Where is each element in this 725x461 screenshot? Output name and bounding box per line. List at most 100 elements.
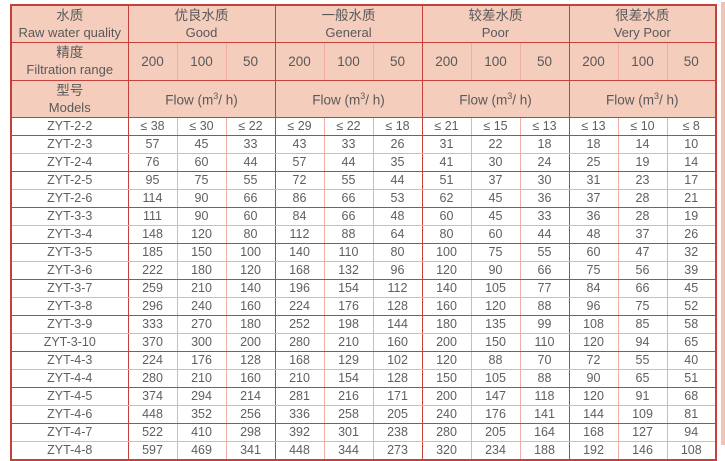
- value-cell: 43: [275, 135, 325, 154]
- group-good-cn: 优良水质: [174, 7, 229, 23]
- header-flow-poor: Flow (m3/ h): [422, 80, 570, 118]
- value-cell: 45: [177, 135, 227, 154]
- value-cell: 75: [569, 261, 619, 280]
- value-cell: 24: [520, 153, 570, 172]
- value-cell: 154: [324, 369, 374, 388]
- value-cell: 40: [667, 351, 716, 370]
- value-cell: 160: [226, 297, 276, 316]
- range-50: 50: [520, 42, 570, 81]
- group-general-cn: 一般水质: [321, 7, 376, 23]
- value-cell: 100: [422, 243, 472, 262]
- value-cell: 336: [275, 405, 325, 424]
- value-cell: 127: [618, 423, 668, 442]
- header-filtration-range: 精度 Filtration range: [11, 42, 129, 81]
- header-group-very-poor: 很差水质 Very Poor: [569, 5, 716, 43]
- value-cell: 55: [226, 171, 276, 190]
- value-cell: 10: [667, 135, 716, 154]
- value-cell: 176: [177, 351, 227, 370]
- value-cell: 140: [226, 279, 276, 298]
- range-100: 100: [324, 42, 374, 81]
- value-cell: 298: [226, 423, 276, 442]
- value-cell: 94: [618, 333, 668, 352]
- value-cell: 30: [471, 153, 521, 172]
- value-cell: 154: [324, 279, 374, 298]
- value-cell: ≤ 10: [618, 117, 668, 136]
- value-cell: 45: [471, 207, 521, 226]
- range-200: 200: [422, 42, 472, 81]
- model-cell: ZYT-4-8: [11, 441, 129, 461]
- value-cell: 205: [471, 423, 521, 442]
- value-cell: ≤ 30: [177, 117, 227, 136]
- value-cell: 140: [422, 279, 472, 298]
- value-cell: 14: [618, 135, 668, 154]
- model-cell: ZYT-3-3: [11, 207, 129, 226]
- header-row-quality: 水质 Raw water quality 优良水质 Good 一般水质 Gene…: [11, 5, 716, 43]
- value-cell: 53: [373, 189, 423, 208]
- value-cell: 160: [226, 369, 276, 388]
- value-cell: 144: [373, 315, 423, 334]
- table-row: ZYT-4-4 280 210 160 210 154 128 150 105 88 90 65 51: [11, 369, 716, 388]
- models-en: Models: [48, 99, 91, 115]
- range-50: 50: [373, 42, 423, 81]
- model-cell: ZYT-3-5: [11, 243, 129, 262]
- value-cell: 273: [373, 441, 423, 461]
- value-cell: ≤ 29: [275, 117, 325, 136]
- value-cell: 210: [324, 333, 374, 352]
- value-cell: 120: [422, 261, 472, 280]
- value-cell: 32: [667, 243, 716, 262]
- value-cell: 196: [275, 279, 325, 298]
- model-cell: ZYT-3-7: [11, 279, 129, 298]
- value-cell: 88: [520, 369, 570, 388]
- value-cell: 57: [275, 153, 325, 172]
- value-cell: 192: [569, 441, 619, 461]
- value-cell: 168: [275, 261, 325, 280]
- value-cell: 91: [618, 387, 668, 406]
- header-group-good: 优良水质 Good: [128, 5, 276, 43]
- value-cell: 105: [471, 369, 521, 388]
- value-cell: 33: [324, 135, 374, 154]
- table-row: ZYT-2-5 95 75 55 72 55 44 51 37 30 31 23 17: [11, 171, 716, 190]
- value-cell: 37: [471, 171, 521, 190]
- header-flow-very-poor: Flow (m3/ h): [569, 80, 716, 118]
- value-cell: 55: [520, 243, 570, 262]
- value-cell: 205: [373, 405, 423, 424]
- raw-water-quality-cn: 水质: [56, 7, 84, 23]
- value-cell: 94: [667, 423, 716, 442]
- table-row: ZYT-3-9 333 270 180 252 198 144 180 135 99 108 85 58: [11, 315, 716, 334]
- value-cell: 66: [324, 207, 374, 226]
- value-cell: 48: [373, 207, 423, 226]
- value-cell: 200: [422, 387, 472, 406]
- value-cell: 31: [422, 135, 472, 154]
- value-cell: 41: [422, 153, 472, 172]
- value-cell: 84: [569, 279, 619, 298]
- range-200: 200: [128, 42, 178, 81]
- value-cell: 280: [128, 369, 178, 388]
- value-cell: 96: [569, 297, 619, 316]
- value-cell: 62: [422, 189, 472, 208]
- header-row-models-flow: 型号 Models Flow (m3/ h) Flow (m3/ h) Flow…: [11, 80, 716, 118]
- value-cell: 14: [667, 153, 716, 172]
- value-cell: 85: [618, 315, 668, 334]
- value-cell: 112: [373, 279, 423, 298]
- value-cell: 66: [618, 279, 668, 298]
- value-cell: 90: [177, 207, 227, 226]
- value-cell: 36: [569, 207, 619, 226]
- value-cell: 75: [618, 297, 668, 316]
- value-cell: 17: [667, 171, 716, 190]
- value-cell: 37: [569, 189, 619, 208]
- value-cell: 352: [177, 405, 227, 424]
- value-cell: 108: [667, 441, 716, 461]
- group-poor-en: Poor: [481, 24, 510, 40]
- model-cell: ZYT-4-5: [11, 387, 129, 406]
- table-row: ZYT-3-8 296 240 160 224 176 128 160 120 88 96 75 52: [11, 297, 716, 316]
- value-cell: ≤ 15: [471, 117, 521, 136]
- raw-water-quality-en: Raw water quality: [18, 24, 122, 40]
- value-cell: 60: [177, 153, 227, 172]
- value-cell: 597: [128, 441, 178, 461]
- header-flow-general: Flow (m3/ h): [275, 80, 423, 118]
- value-cell: 111: [128, 207, 178, 226]
- value-cell: 88: [471, 351, 521, 370]
- value-cell: 25: [569, 153, 619, 172]
- value-cell: 21: [667, 189, 716, 208]
- value-cell: 60: [422, 207, 472, 226]
